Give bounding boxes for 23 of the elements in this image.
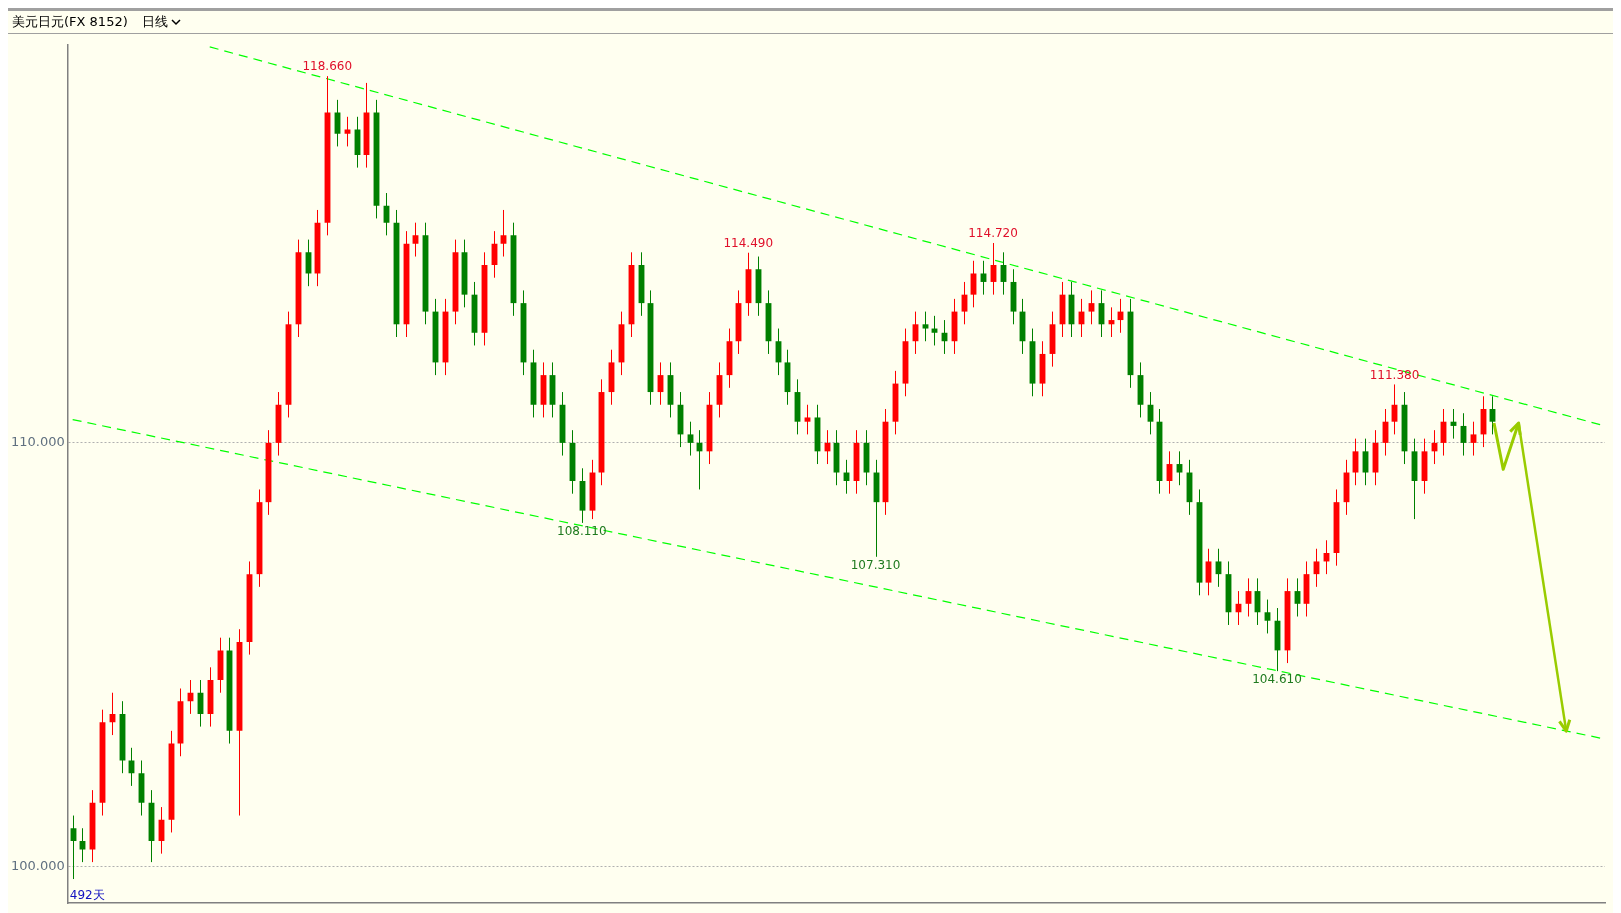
candlestick (1470, 421, 1477, 457)
annotation: 118.660 (302, 59, 353, 74)
candlestick (922, 311, 929, 342)
candlestick (1088, 289, 1095, 325)
y-tick-label: 110.000 (10, 434, 65, 450)
chart-subtitle: 日线 (141, 13, 168, 31)
candlestick (500, 209, 507, 258)
candlestick (687, 421, 694, 457)
candlestick (412, 222, 419, 258)
candlestick (804, 404, 811, 435)
annotation: 114.490 (723, 235, 774, 250)
annotation: 104.610 (1252, 672, 1302, 687)
annotation: 108.110 (556, 524, 607, 539)
candlestick (980, 260, 987, 296)
candlestick (1264, 599, 1271, 634)
annotation: 114.720 (968, 226, 1018, 241)
candlestick (344, 116, 351, 147)
annotation: 107.310 (850, 557, 901, 572)
candlestick (1176, 450, 1183, 486)
annotation: 492天 (69, 888, 105, 903)
y-tick-label: 100.000 (10, 857, 65, 873)
chart-title: 美元日元(FX 8152) (12, 13, 128, 31)
annotation: 111.380 (1369, 367, 1420, 382)
